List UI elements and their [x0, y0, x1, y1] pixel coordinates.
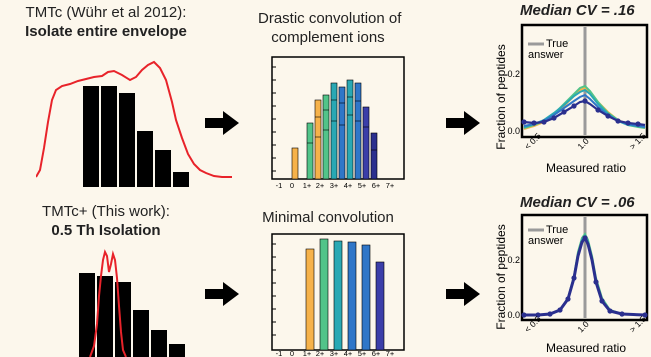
complement-tick-label: 6+ — [372, 181, 381, 190]
legend-true: True — [546, 38, 568, 50]
complement-tick-label: -1 — [276, 349, 283, 357]
complement-tick-label: 5+ — [358, 349, 367, 357]
complement-tick-label: 6+ — [372, 349, 381, 357]
top-cv-distribution-plot: Fraction of peptides 0.2 0.0 True answer… — [494, 23, 649, 175]
complement-bar — [319, 238, 329, 351]
complement-bar — [314, 99, 322, 180]
spectrum-bar — [151, 330, 167, 357]
complement-tick-label: 1+ — [303, 349, 312, 357]
complement-tick-label: 0 — [290, 349, 294, 357]
x-axis-label: Measured ratio — [546, 341, 626, 355]
spectrum-bar — [83, 86, 99, 187]
bottom-narrow-isolation-spectrum — [79, 249, 185, 357]
y-tick-label: 0.2 — [507, 255, 520, 265]
y-tick-label: 0.0 — [507, 310, 520, 320]
complement-bar — [306, 122, 314, 180]
bottom-cv-distribution-plot: Fraction of peptides 0.2 0.0 True answer… — [494, 213, 649, 355]
bottom-complement-ion-chart: -1 0 1+ 2+ 3+ 4+ 5+ 6+ 7+ — [271, 233, 405, 357]
complement-tick-label: 7+ — [386, 349, 395, 357]
spectrum-bar — [155, 150, 171, 187]
top-left-title: TMTc (Wühr et al 2012): — [25, 4, 187, 21]
complement-bar — [346, 79, 354, 180]
complement-bar — [338, 86, 346, 180]
top-middle-title-line2: complement ions — [271, 29, 385, 46]
bottom-left-title: TMTc+ (This work): — [42, 203, 170, 220]
complement-bar — [362, 106, 370, 180]
complement-tick-label: 5+ — [358, 181, 367, 190]
y-axis-label: Fraction of peptides — [494, 224, 508, 329]
spectrum-bar — [133, 310, 149, 357]
complement-tick-label: 3+ — [330, 349, 339, 357]
legend-answer: answer — [528, 235, 564, 247]
complement-tick-label: -1 — [276, 181, 283, 190]
legend-answer: answer — [528, 49, 564, 61]
complement-tick-label: 4+ — [344, 181, 353, 190]
right-arrow-icon — [446, 111, 480, 135]
complement-tick-label: 2+ — [316, 349, 325, 357]
top-complement-ion-chart: -1 0 1+ 2+ 3+ 4+ 5+ 6+ 7+ — [271, 56, 405, 190]
complement-bar — [322, 94, 330, 180]
complement-bar — [347, 241, 357, 351]
bottom-middle-title: Minimal convolution — [262, 209, 394, 226]
spectrum-bar — [79, 273, 95, 357]
complement-tick-label: 3+ — [330, 181, 339, 190]
complement-bar — [354, 82, 362, 180]
right-arrow-icon — [205, 282, 239, 306]
complement-tick-label: 0 — [290, 181, 294, 190]
spectrum-bar — [97, 276, 113, 357]
complement-bar — [333, 240, 343, 351]
complement-tick-label: 4+ — [344, 349, 353, 357]
y-axis-label: Fraction of peptides — [494, 44, 508, 149]
top-middle-title-line1: Drastic convolution of — [258, 10, 402, 27]
x-axis-label: Measured ratio — [546, 161, 626, 175]
y-tick-label: 0.0 — [507, 126, 520, 136]
isolation-window-line — [89, 249, 127, 357]
right-arrow-icon — [446, 282, 480, 306]
complement-bar — [291, 147, 299, 180]
top-median-cv: Median CV = .16 — [520, 2, 635, 19]
spectrum-bar — [173, 172, 189, 187]
complement-bar — [361, 244, 371, 351]
spectrum-bar — [119, 93, 135, 187]
top-envelope-spectrum — [36, 60, 232, 187]
complement-bar — [305, 248, 315, 351]
spectrum-bar — [101, 86, 117, 187]
top-left-subtitle: Isolate entire envelope — [25, 23, 187, 40]
complement-bar — [370, 132, 378, 180]
spectrum-bar — [137, 131, 153, 187]
y-tick-label: 0.2 — [507, 69, 520, 79]
complement-tick-label: 1+ — [303, 181, 312, 190]
complement-bar — [375, 261, 385, 351]
isolation-envelope-line — [36, 60, 232, 178]
right-arrow-icon — [205, 111, 239, 135]
complement-tick-label: 2+ — [316, 181, 325, 190]
bottom-median-cv: Median CV = .06 — [520, 194, 635, 211]
complement-tick-label: 7+ — [386, 181, 395, 190]
spectrum-bar — [169, 344, 185, 357]
complement-bar — [330, 82, 338, 180]
legend-true: True — [546, 224, 568, 236]
bottom-left-subtitle: 0.5 Th Isolation — [51, 222, 161, 239]
